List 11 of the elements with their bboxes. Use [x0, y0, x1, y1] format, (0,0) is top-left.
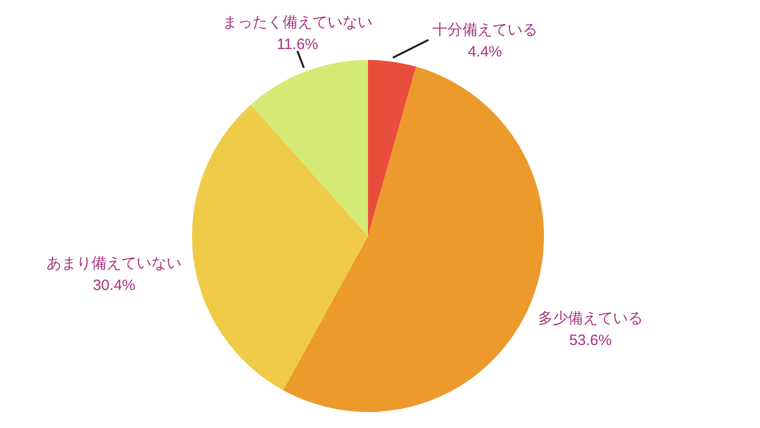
slice-label: 多少備えている	[538, 310, 643, 327]
data-label: 53.6%	[569, 332, 612, 349]
slice-label: あまり備えていない	[46, 254, 182, 272]
pie-slice	[192, 104, 368, 390]
slice-label: 十分備えている	[432, 21, 538, 38]
pie-slice	[250, 60, 368, 236]
data-label: 30.4%	[92, 276, 136, 294]
slice-label: まったく備えていない	[222, 14, 372, 32]
pie-slice	[368, 60, 416, 236]
data-label: 11.6%	[276, 36, 318, 54]
data-label: 4.4%	[468, 43, 502, 60]
